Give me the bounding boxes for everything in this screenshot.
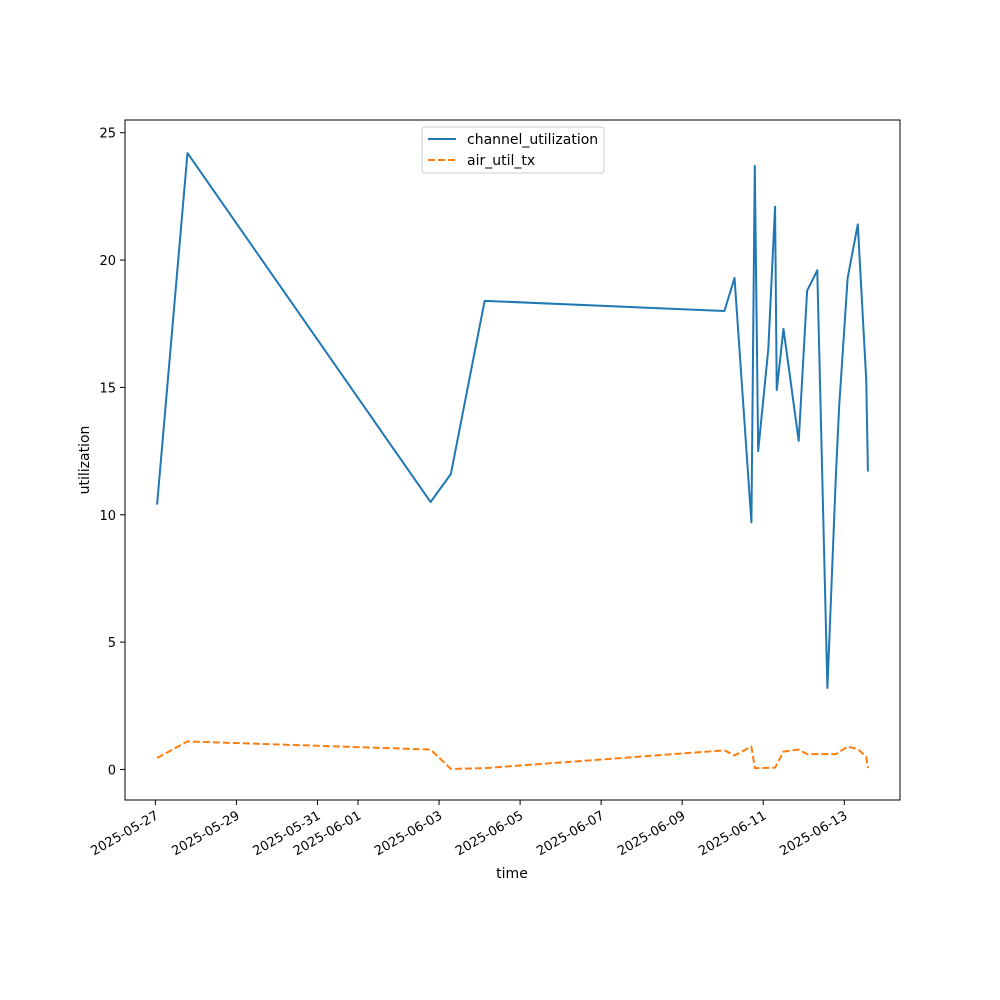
y-tick-label: 10 bbox=[99, 509, 116, 524]
y-tick-label: 25 bbox=[99, 127, 116, 142]
y-tick-label: 0 bbox=[108, 763, 116, 778]
legend-label-channel-utilization: channel_utilization bbox=[467, 132, 598, 148]
y-tick-label: 5 bbox=[108, 636, 116, 651]
y-axis-label: utilization bbox=[77, 426, 93, 495]
series-line-air-util-tx bbox=[156, 740, 869, 770]
legend: channel_utilization air_util_tx bbox=[421, 126, 605, 174]
plot-area bbox=[156, 152, 869, 770]
series-line-channel-utilization bbox=[156, 152, 869, 689]
y-tick-label: 20 bbox=[99, 254, 116, 269]
y-tick-label: 15 bbox=[99, 381, 116, 396]
legend-label-air-util-tx: air_util_tx bbox=[467, 153, 535, 169]
x-axis-label: time bbox=[496, 866, 528, 882]
legend-box bbox=[421, 126, 605, 174]
y-axis: 0 5 10 15 20 25 bbox=[99, 127, 125, 778]
axes-frame bbox=[124, 119, 901, 801]
